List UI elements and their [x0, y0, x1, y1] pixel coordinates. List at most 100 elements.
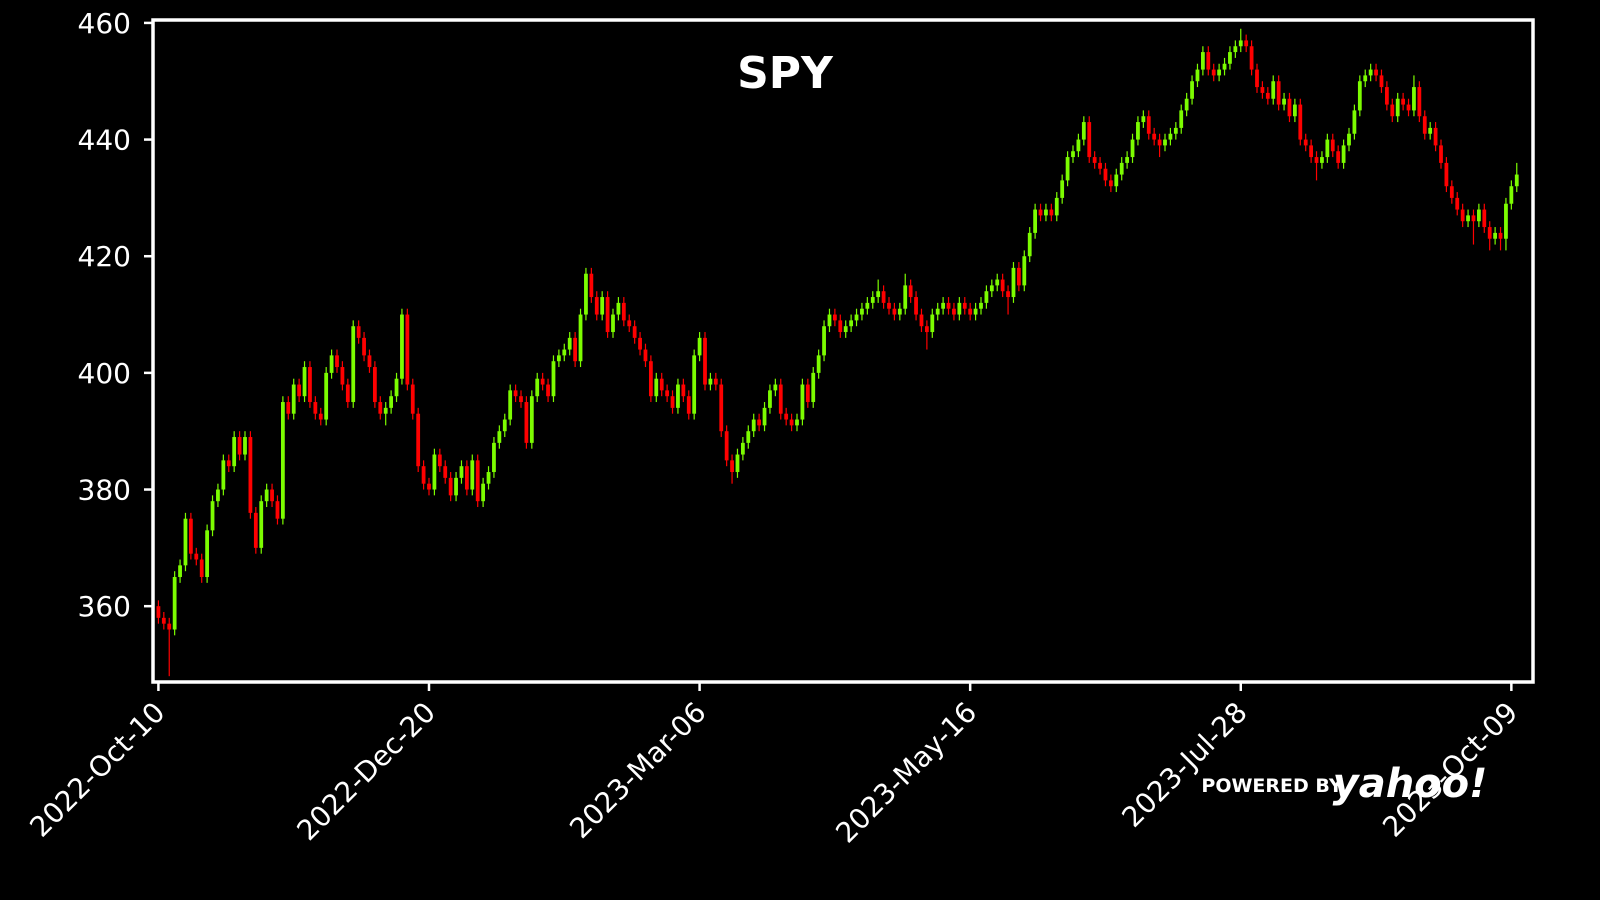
- candle-body: [903, 285, 908, 309]
- candle-body: [1352, 110, 1357, 134]
- candle-body: [432, 454, 437, 490]
- candle-body: [757, 419, 762, 426]
- candle-body: [486, 472, 491, 484]
- candle-body: [243, 437, 247, 455]
- candle-body: [659, 378, 664, 391]
- candle-body: [1412, 87, 1416, 111]
- candle-body: [989, 285, 994, 292]
- candle-body: [924, 326, 929, 333]
- candle-body: [351, 326, 356, 403]
- candle-body: [1444, 162, 1449, 187]
- candle-body: [1173, 127, 1178, 134]
- candle-body: [800, 384, 805, 420]
- candle-body: [892, 308, 897, 315]
- candle-body: [621, 302, 626, 321]
- candle-body: [372, 367, 377, 403]
- candle-body: [735, 454, 740, 473]
- candle-body: [519, 396, 523, 403]
- candle-body: [708, 378, 713, 385]
- candle-body: [253, 512, 258, 548]
- candle-body: [1027, 232, 1032, 257]
- candle-body: [367, 355, 372, 368]
- candle-body: [280, 402, 285, 519]
- candle-body: [329, 355, 334, 373]
- candle-body: [1509, 186, 1514, 204]
- candle-body: [1514, 174, 1519, 187]
- watermark-powered: POWERED BY: [1201, 775, 1342, 797]
- candle-body: [643, 349, 648, 362]
- candle-body: [1190, 81, 1194, 99]
- candle-body: [719, 384, 724, 432]
- candle-body: [556, 355, 561, 362]
- candle-body: [1168, 133, 1173, 140]
- candle-body: [984, 291, 989, 303]
- y-tick-label: 420: [78, 240, 131, 273]
- candle-body: [302, 367, 307, 397]
- candle-body: [394, 378, 399, 397]
- candle-body: [897, 308, 902, 315]
- candle-body: [578, 314, 583, 362]
- candle-body: [546, 384, 550, 397]
- candle-body: [1098, 162, 1102, 169]
- candle-body: [188, 518, 193, 554]
- candle-body: [1249, 46, 1254, 70]
- candle-body: [383, 407, 388, 414]
- candle-body: [259, 501, 264, 548]
- candle-body: [1200, 52, 1205, 70]
- candle-body: [676, 384, 680, 408]
- y-tick-label: 460: [78, 7, 131, 40]
- candle-body: [1498, 232, 1503, 239]
- candle-body: [881, 291, 886, 303]
- candle-body: [437, 454, 442, 467]
- candle-body: [1271, 81, 1276, 99]
- y-tick-label: 440: [78, 124, 131, 157]
- candle-body: [156, 606, 161, 618]
- candle-body: [1157, 139, 1162, 146]
- candle-body: [448, 477, 453, 496]
- candle-body: [1222, 63, 1227, 70]
- candle-body: [1347, 133, 1351, 146]
- candle-body: [497, 431, 502, 443]
- candle-body: [1325, 139, 1330, 158]
- candle-body: [854, 314, 859, 321]
- candle-body: [481, 483, 486, 502]
- candle-body: [762, 407, 767, 426]
- candle-body: [475, 460, 480, 502]
- candle-body: [887, 302, 891, 309]
- candle-body: [324, 372, 329, 420]
- candle-body: [167, 623, 172, 630]
- candle-body: [1141, 116, 1146, 123]
- candle-body: [1422, 116, 1427, 134]
- candle-body: [1433, 127, 1438, 146]
- candle-body: [1233, 46, 1238, 53]
- candle-body: [795, 419, 799, 426]
- candle-body: [199, 559, 204, 578]
- y-tick-label: 360: [78, 590, 131, 623]
- candle-body: [979, 302, 983, 309]
- candle-body: [1417, 87, 1422, 117]
- candle-body: [297, 384, 302, 397]
- candle-body: [773, 384, 778, 391]
- candle-body: [513, 390, 518, 397]
- candle-body: [816, 355, 821, 373]
- candle-body: [1368, 69, 1373, 76]
- candle-body: [605, 297, 610, 333]
- candle-body: [1374, 69, 1378, 76]
- candle-body: [713, 378, 718, 385]
- candle-body: [1108, 180, 1113, 187]
- candle-body: [1460, 209, 1465, 222]
- candle-body: [1309, 145, 1314, 158]
- candle-body: [1011, 267, 1016, 298]
- candle-body: [1044, 209, 1048, 216]
- candle-body: [275, 501, 280, 519]
- candle-body: [1476, 209, 1481, 222]
- candle-body: [1217, 69, 1222, 76]
- candle-body: [443, 466, 448, 478]
- candle-body: [1439, 145, 1443, 163]
- candle-body: [210, 501, 215, 531]
- x-tick-label: 2022-Dec-20: [290, 696, 442, 848]
- candle-body: [1076, 139, 1081, 152]
- candle-body: [865, 302, 870, 309]
- candle-body: [876, 291, 881, 298]
- candle-body: [524, 402, 529, 443]
